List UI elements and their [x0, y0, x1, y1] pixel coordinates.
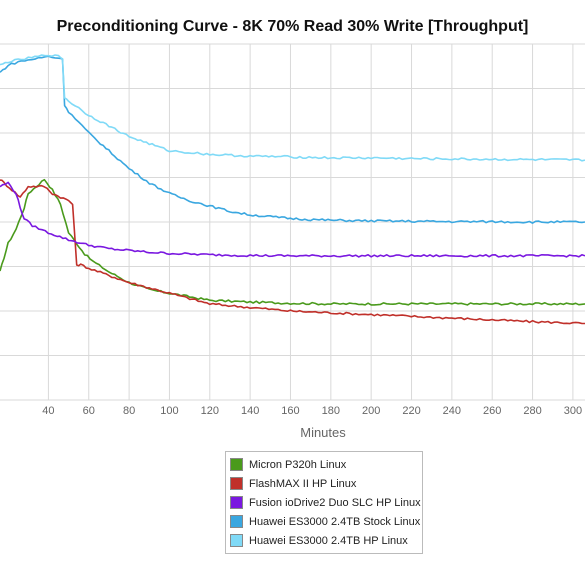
x-tick-label: 80: [123, 405, 135, 417]
legend-swatch: [230, 515, 243, 528]
legend-label: Huawei ES3000 2.4TB Stock Linux: [249, 515, 421, 528]
legend-item: Huawei ES3000 2.4TB HP Linux: [226, 531, 422, 550]
x-tick-label: 200: [362, 405, 380, 417]
legend-swatch: [230, 477, 243, 490]
legend-label: Huawei ES3000 2.4TB HP Linux: [249, 534, 408, 547]
chart-title: Preconditioning Curve - 8K 70% Read 30% …: [56, 18, 529, 35]
x-axis-title: Minutes: [300, 425, 346, 440]
legend-item: FlashMAX II HP Linux: [226, 474, 422, 493]
x-tick-label: 240: [443, 405, 461, 417]
legend-label: Micron P320h Linux: [249, 458, 347, 471]
legend-item: Huawei ES3000 2.4TB Stock Linux: [226, 512, 422, 531]
x-tick-label: 300: [564, 405, 582, 417]
x-tick-label: 140: [241, 405, 259, 417]
legend-swatch: [230, 496, 243, 509]
legend-label: FlashMAX II HP Linux: [249, 477, 357, 490]
x-tick-label: 220: [402, 405, 420, 417]
series-line-3: [0, 181, 585, 258]
series-line-1: [0, 178, 585, 306]
legend-swatch: [230, 458, 243, 471]
series-lines: [0, 54, 585, 325]
legend-label: Fusion ioDrive2 Duo SLC HP Linux: [249, 496, 421, 509]
x-tick-label: 280: [523, 405, 541, 417]
legend-item: Micron P320h Linux: [226, 455, 422, 474]
x-tick-label: 160: [281, 405, 299, 417]
x-tick-label: 60: [83, 405, 95, 417]
x-tick-label: 260: [483, 405, 501, 417]
series-line-2: [0, 179, 585, 325]
series-line-5: [0, 54, 585, 162]
x-tick-label: 120: [201, 405, 219, 417]
x-tick-label: 40: [42, 405, 54, 417]
x-tick-labels: 40 60 80 100 120 140 160 180 200 220 240 260 280 300: [42, 405, 582, 417]
legend: Micron P320h Linux FlashMAX II HP Linux Fu…: [225, 451, 423, 554]
x-tick-label: 180: [322, 405, 340, 417]
x-tick-label: 100: [160, 405, 178, 417]
legend-item: Fusion ioDrive2 Duo SLC HP Linux: [226, 493, 422, 512]
series-line-4: [0, 55, 585, 224]
legend-swatch: [230, 534, 243, 547]
